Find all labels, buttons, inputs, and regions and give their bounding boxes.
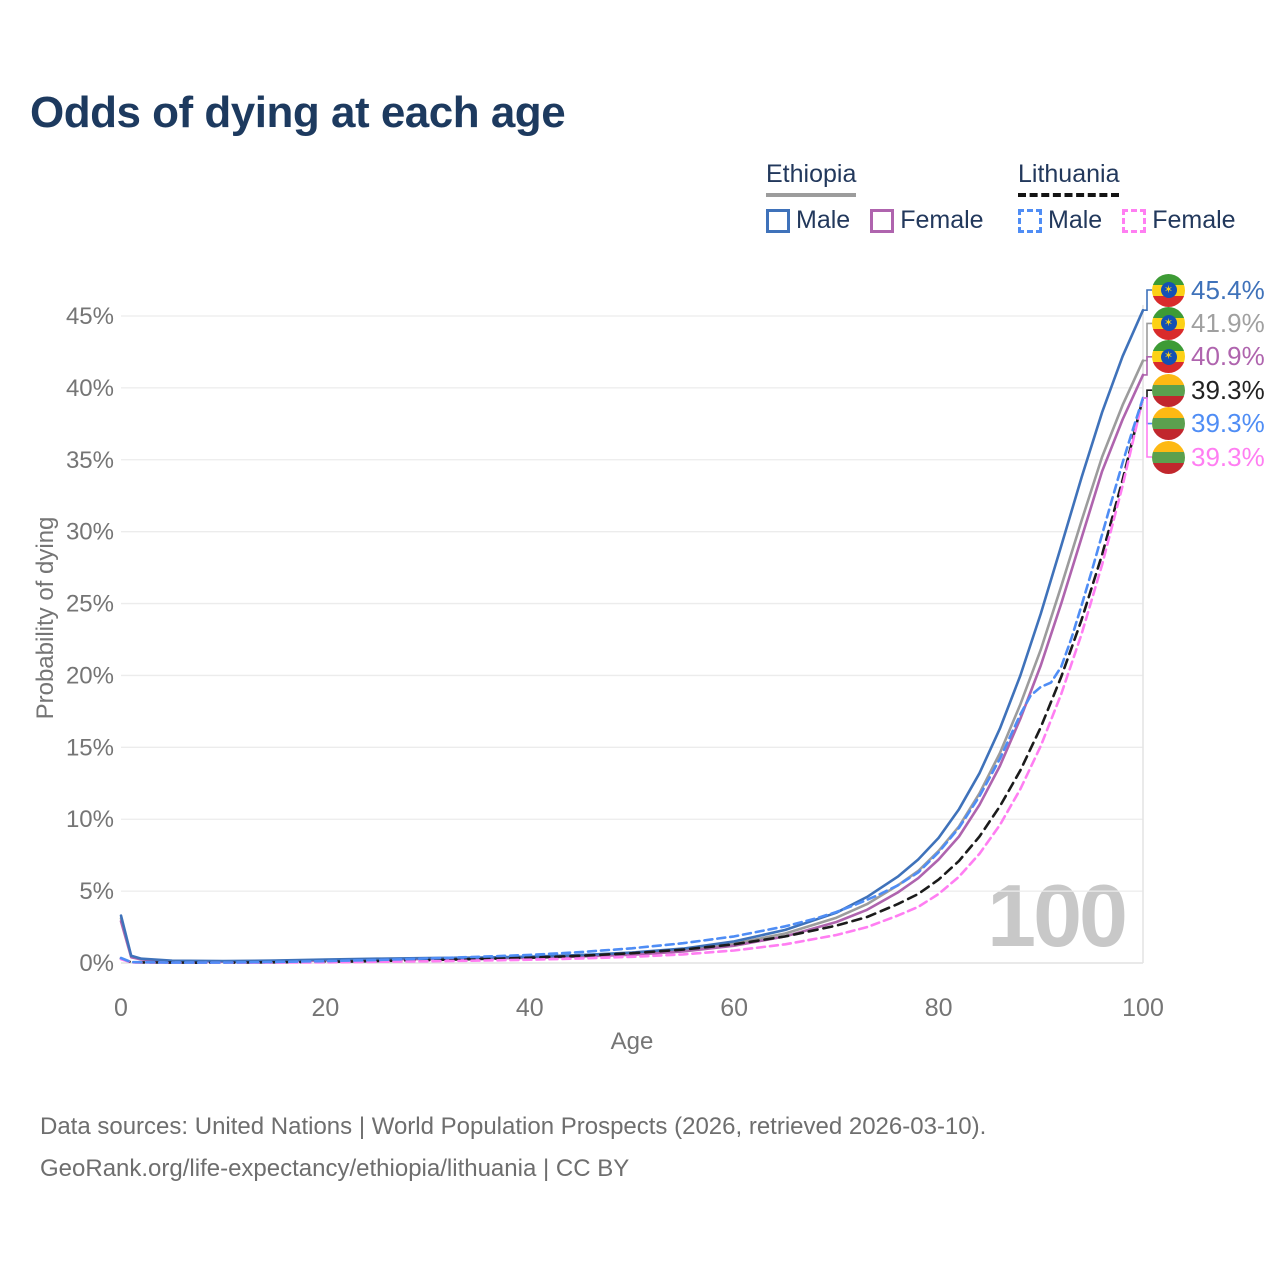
y-tick-label: 15% — [66, 734, 114, 761]
series-line-ethiopia-both[interactable] — [119, 359, 1145, 963]
end-label-row: ✶ 41.9% — [1152, 306, 1265, 340]
y-tick-label: 20% — [66, 662, 114, 689]
ethiopia-female-swatch-icon — [870, 208, 895, 233]
lithuania-male-swatch-icon — [1018, 208, 1042, 233]
end-label-value: 41.9% — [1191, 307, 1265, 338]
x-tick-label: 80 — [925, 994, 953, 1022]
legend-items-lithuania: Male Female — [1018, 206, 1236, 235]
end-label-value: 39.3% — [1191, 408, 1265, 439]
legend-items-ethiopia: Male Female — [766, 206, 984, 235]
series-line-lithuania-female[interactable] — [119, 396, 1145, 964]
end-label-connector — [1143, 356, 1152, 376]
y-tick-label: 0% — [79, 950, 114, 977]
y-axis-title: Probability of dying — [32, 516, 59, 720]
legend-item-label: Male — [1048, 206, 1103, 234]
end-label-value: 45.4% — [1191, 274, 1265, 305]
end-label-row: ✶ 40.9% — [1152, 340, 1265, 374]
x-axis-title: Age — [610, 1028, 654, 1055]
y-tick-label: 30% — [66, 519, 114, 546]
legend-group-lithuania: Lithuania Male Female — [1018, 160, 1236, 235]
footer-link-line[interactable]: GeoRank.org/life-expectancy/ethiopia/lit… — [40, 1155, 630, 1182]
y-tick-label: 40% — [66, 375, 114, 402]
legend-item-label: Female — [1152, 206, 1236, 234]
end-label-value: 39.3% — [1191, 441, 1265, 472]
end-label-value: 40.9% — [1191, 341, 1265, 372]
end-label-connector — [1143, 322, 1152, 362]
ethiopia-star-emblem-icon: ✶ — [1160, 282, 1177, 298]
y-tick-label: 10% — [66, 806, 114, 833]
end-label-connector — [1143, 389, 1152, 399]
ethiopia-flag-icon: ✶ — [1152, 273, 1185, 307]
series-line-lithuania-both[interactable] — [119, 396, 1145, 964]
legend-item-ethiopia-male[interactable]: Male — [766, 206, 850, 235]
legend-group-ethiopia: Ethiopia Male Female — [766, 160, 984, 235]
y-tick-label: 35% — [66, 447, 114, 474]
x-tick-label: 20 — [311, 994, 339, 1022]
end-label-connector — [1143, 397, 1152, 458]
ethiopia-star-emblem-icon: ✶ — [1160, 315, 1177, 332]
footer: Data sources: United Nations | World Pop… — [40, 1106, 986, 1190]
series-line-ethiopia-female[interactable] — [119, 373, 1145, 963]
lithuania-female-swatch-icon — [1122, 208, 1147, 233]
ethiopia-male-swatch-icon — [766, 208, 790, 233]
legend-header-lithuania[interactable]: Lithuania — [1018, 160, 1120, 197]
x-tick-label: 60 — [720, 994, 748, 1022]
x-tick-label: 0 — [114, 994, 128, 1022]
legend-item-lithuania-male[interactable]: Male — [1018, 206, 1102, 235]
legend-item-label: Female — [900, 206, 984, 234]
series-line-lithuania-male[interactable] — [119, 396, 1145, 964]
end-label-connector — [1143, 289, 1152, 311]
series-line-ethiopia-male[interactable] — [119, 308, 1145, 963]
lithuania-flag-icon — [1152, 373, 1185, 407]
legend-header-ethiopia[interactable]: Ethiopia — [766, 160, 857, 197]
lithuania-flag-icon — [1152, 407, 1185, 441]
end-label-value: 39.3% — [1191, 374, 1265, 405]
hover-age-watermark: 100 — [987, 866, 1128, 965]
y-tick-label: 25% — [66, 591, 114, 618]
legend-item-label: Male — [796, 206, 851, 234]
page-title: Odds of dying at each age — [30, 88, 566, 137]
y-tick-label: 5% — [79, 878, 114, 905]
end-label-row: 39.3% — [1152, 440, 1265, 474]
y-tick-label: 45% — [66, 303, 114, 330]
end-label-row: ✶ 45.4% — [1152, 273, 1265, 307]
lithuania-flag-icon — [1152, 440, 1185, 474]
end-label-row: 39.3% — [1152, 407, 1265, 441]
x-tick-label: 40 — [516, 994, 544, 1022]
legend-item-lithuania-female[interactable]: Female — [1122, 206, 1236, 235]
footer-sources-line: Data sources: United Nations | World Pop… — [40, 1113, 987, 1140]
end-label-row: 39.3% — [1152, 373, 1265, 407]
legend-item-ethiopia-female[interactable]: Female — [870, 206, 984, 235]
x-tick-label: 100 — [1122, 994, 1164, 1022]
ethiopia-star-emblem-icon: ✶ — [1160, 348, 1177, 365]
ethiopia-flag-icon: ✶ — [1152, 306, 1185, 340]
ethiopia-flag-icon: ✶ — [1152, 340, 1185, 374]
